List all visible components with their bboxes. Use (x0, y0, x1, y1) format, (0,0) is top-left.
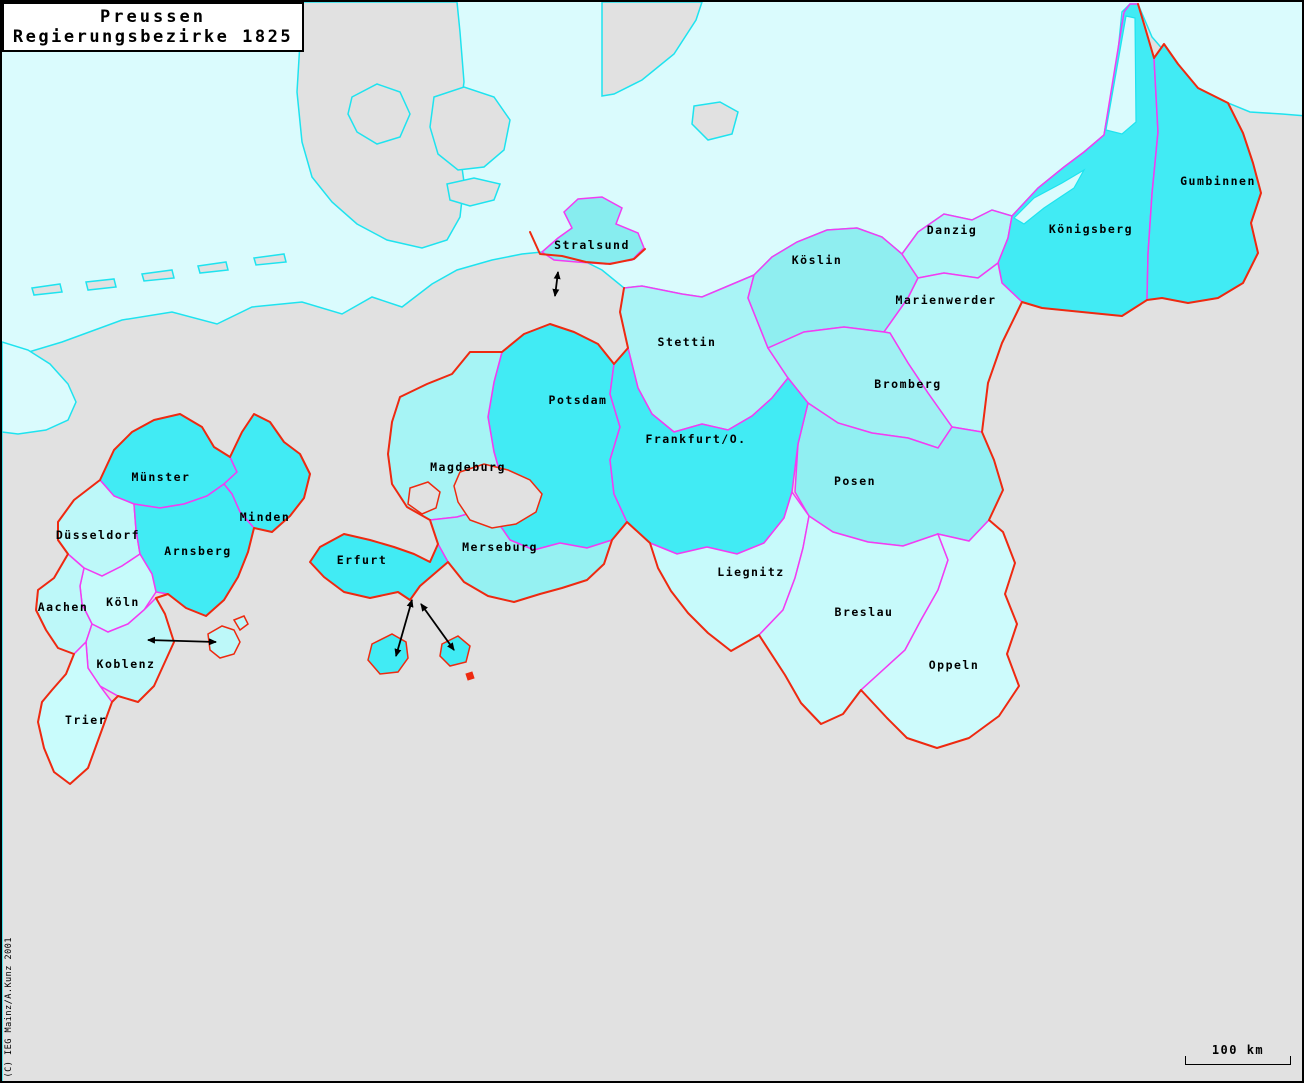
tiny-exclave-dot (465, 671, 475, 681)
district-label-merseburg: Merseburg (462, 540, 538, 554)
district-label-erfurt: Erfurt (337, 553, 388, 567)
sweden-corner (601, 2, 703, 97)
district-label-potsdam: Potsdam (549, 393, 608, 407)
eastern-outer-border (309, 3, 1262, 749)
erfurt-arrow-2 (420, 603, 455, 651)
frisian-islet-3 (141, 269, 175, 282)
district-label-magdeburg: Magdeburg (430, 460, 506, 474)
map-title-line2: Regierungsbezirke 1825 (12, 27, 294, 47)
wetzlar-arrow (147, 636, 217, 646)
wetzlar-exclave-small (232, 615, 249, 632)
enclave-anhalt (453, 463, 543, 529)
western-outer-border (35, 413, 311, 785)
district-label-stettin: Stettin (658, 335, 717, 349)
island-fyn (347, 83, 411, 145)
copyright-credit: (C) IEG Mainz/A.Kunz 2001 (4, 936, 14, 1077)
district-label-arnsberg: Arnsberg (164, 544, 231, 558)
stralsund-arrow (552, 271, 561, 297)
district-label-trier: Trier (65, 713, 107, 727)
district-label-koeslin: Köslin (792, 253, 843, 267)
frisian-islet-2 (85, 278, 117, 291)
island-lolland (446, 177, 502, 207)
map-title-box: Preussen Regierungsbezirke 1825 (2, 2, 304, 52)
district-label-koblenz: Koblenz (97, 657, 156, 671)
district-label-breslau: Breslau (835, 605, 894, 619)
district-label-gumbinnen: Gumbinnen (1180, 174, 1256, 188)
district-label-danzig: Danzig (927, 223, 978, 237)
island-sjaelland (429, 86, 511, 171)
erfurt-arrow-1 (394, 599, 414, 657)
scale-bar-label: 100 km (1211, 1043, 1265, 1057)
wetzlar-exclave (207, 625, 241, 659)
frisian-islet-5 (253, 253, 287, 266)
district-label-oppeln: Oppeln (929, 658, 980, 672)
frisian-islet-1 (31, 283, 63, 296)
district-label-koeln: Köln (106, 595, 140, 609)
zuiderzee-bay (2, 341, 77, 435)
district-label-liegnitz: Liegnitz (717, 565, 784, 579)
map-title-line1: Preussen (100, 7, 206, 27)
district-label-marienwerder: Marienwerder (895, 293, 996, 307)
island-bornholm (691, 101, 739, 141)
district-label-bromberg: Bromberg (874, 377, 941, 391)
district-label-aachen: Aachen (38, 600, 89, 614)
district-label-duesseldorf: Düsseldorf (56, 528, 140, 542)
district-label-koenigsberg: Königsberg (1049, 222, 1133, 236)
scale-bar (1185, 1056, 1291, 1065)
district-label-muenster: Münster (132, 470, 191, 484)
district-label-stralsund: Stralsund (554, 238, 630, 252)
curonian-lagoon (1105, 15, 1137, 135)
enclave-small (407, 481, 441, 515)
district-label-frankfurt: Frankfurt/O. (645, 432, 746, 446)
district-label-posen: Posen (834, 474, 876, 488)
frisches-haff (1013, 168, 1086, 225)
district-label-minden: Minden (240, 510, 291, 524)
frisian-islet-4 (197, 261, 229, 274)
stralsund-south-border (529, 231, 646, 265)
